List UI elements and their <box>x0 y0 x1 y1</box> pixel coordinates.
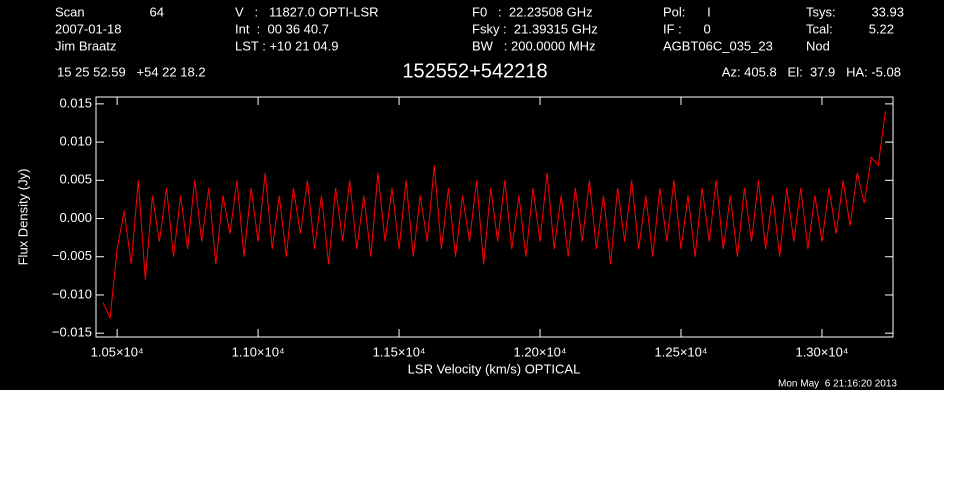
y-tick-label: −0.010 <box>52 286 92 301</box>
lst: LST : +10 21 04.9 <box>235 38 338 53</box>
tsys-label: Tsys: <box>806 4 836 19</box>
x-tick-label: 1.20×10⁴ <box>514 344 567 359</box>
procedure: Nod <box>806 38 830 53</box>
velocity: V : 11827.0 OPTI-LSR <box>235 4 379 19</box>
scan: 64 <box>150 4 164 19</box>
x-tick-label: 1.15×10⁴ <box>373 344 426 359</box>
x-tick-label: 1.30×10⁴ <box>795 344 848 359</box>
observer: Jim Braatz <box>55 38 116 53</box>
y-tick-label: 0.000 <box>59 210 92 225</box>
y-tick-label: −0.005 <box>52 248 92 263</box>
az-el-ha: Az: 405.8 El: 37.9 HA: -5.08 <box>722 64 901 79</box>
if: IF : 0 <box>663 21 711 36</box>
tcal-label: Tcal: <box>806 21 833 36</box>
timestamp: Mon May 6 21:16:20 2013 <box>778 379 897 390</box>
polarization: Pol: I <box>663 4 711 19</box>
integration: Int : 00 36 40.7 <box>235 21 329 36</box>
fsky: Fsky : 21.39315 GHz <box>472 21 598 36</box>
y-tick-label: 0.015 <box>59 95 92 110</box>
scan-label: Scan <box>55 4 85 19</box>
tsys: 33.93 <box>871 4 904 19</box>
coordinates: 15 25 52.59 +54 22 18.2 <box>57 64 206 79</box>
bandwidth: BW : 200.0000 MHz <box>472 38 596 53</box>
y-tick-label: −0.015 <box>52 325 92 340</box>
project: AGBT06C_035_23 <box>663 38 773 53</box>
y-axis-title: Flux Density (Jy) <box>15 169 30 266</box>
spectrum-line <box>102 111 886 320</box>
date: 2007-01-18 <box>55 21 122 36</box>
x-tick-label: 1.10×10⁴ <box>232 344 285 359</box>
tcal: 5.22 <box>869 21 894 36</box>
f0: F0 : 22.23508 GHz <box>472 4 593 19</box>
x-axis-title: LSR Velocity (km/s) OPTICAL <box>408 361 581 376</box>
header: Scan 64 2007-01-18 Jim Braatz V : 11827.… <box>55 4 904 82</box>
x-tick-label: 1.25×10⁴ <box>655 344 708 359</box>
y-tick-label: 0.005 <box>59 172 92 187</box>
y-tick-label: 0.010 <box>59 134 92 149</box>
x-tick-label: 1.05×10⁴ <box>91 344 144 359</box>
plot-frame <box>95 96 894 338</box>
plot-background <box>0 0 944 390</box>
chart-title: 152552+542218 <box>402 60 547 82</box>
